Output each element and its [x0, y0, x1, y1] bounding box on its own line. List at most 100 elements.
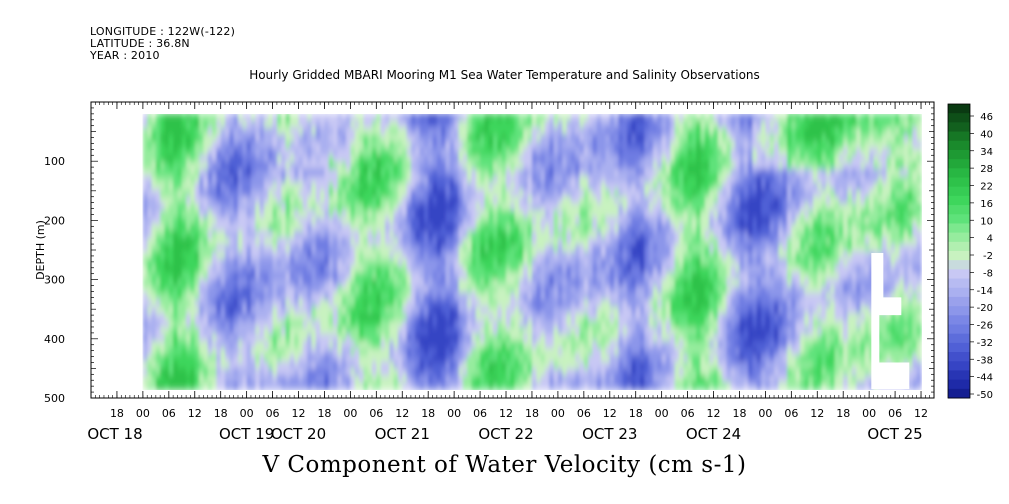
- heatmap-cell: [596, 251, 602, 259]
- heatmap-cell: [397, 175, 403, 184]
- heatmap-cell: [553, 354, 559, 363]
- heatmap-cell: [410, 320, 416, 328]
- heatmap-cell: [596, 168, 602, 177]
- heatmap-cell: [142, 230, 148, 239]
- heatmap-cell: [328, 120, 334, 129]
- heatmap-cell: [514, 141, 520, 149]
- heatmap-cell: [670, 320, 676, 328]
- heatmap-cell: [242, 223, 248, 232]
- heatmap-cell: [160, 340, 166, 349]
- heatmap-cell: [592, 299, 598, 308]
- heatmap-cell: [341, 217, 347, 225]
- heatmap-cell: [523, 196, 529, 204]
- heatmap-cell: [337, 354, 343, 363]
- heatmap-cell: [177, 251, 183, 259]
- heatmap-cell: [164, 382, 170, 390]
- heatmap-cell: [493, 230, 498, 239]
- heatmap-cell: [177, 182, 183, 191]
- heatmap-cell: [605, 306, 611, 315]
- heatmap-cell: [609, 285, 615, 294]
- heatmap-cell: [320, 354, 326, 363]
- heatmap-cell: [216, 382, 222, 390]
- heatmap-cell: [237, 210, 243, 218]
- heatmap-cell: [263, 203, 269, 211]
- heatmap-cell: [657, 196, 663, 204]
- heatmap-cell: [588, 168, 594, 177]
- heatmap-cell: [640, 189, 645, 198]
- heatmap-cell: [635, 120, 641, 129]
- heatmap-cell: [627, 127, 632, 136]
- heatmap-cell: [415, 354, 421, 363]
- heatmap-cell: [601, 182, 607, 191]
- heatmap-cell: [151, 155, 157, 163]
- heatmap-cell: [531, 285, 537, 294]
- heatmap-cell: [657, 237, 663, 246]
- heatmap-cell: [570, 182, 576, 191]
- heatmap-cell: [488, 230, 494, 239]
- heatmap-cell: [549, 210, 555, 218]
- heatmap-cell: [160, 320, 166, 328]
- heatmap-cell: [160, 334, 166, 342]
- heatmap-cell: [307, 175, 313, 184]
- heatmap-cell: [441, 258, 447, 266]
- heatmap-cell: [488, 141, 494, 149]
- heatmap-cell: [493, 244, 498, 253]
- heatmap-cell: [367, 265, 373, 273]
- heatmap-cell: [428, 237, 434, 246]
- heatmap-cell: [186, 265, 192, 273]
- heatmap-cell: [454, 382, 460, 390]
- heatmap-cell: [315, 134, 321, 142]
- heatmap-cell: [501, 382, 507, 390]
- heatmap-cell: [553, 134, 559, 142]
- heatmap-cell: [393, 162, 399, 170]
- heatmap-cell: [458, 168, 464, 177]
- heatmap-cell: [320, 162, 326, 170]
- heatmap-cell: [255, 320, 261, 328]
- heatmap-cell: [575, 258, 581, 266]
- heatmap-cell: [493, 347, 498, 356]
- heatmap-cell: [281, 120, 287, 129]
- heatmap-cell: [372, 155, 377, 163]
- heatmap-cell: [272, 223, 278, 232]
- heatmap-cell: [380, 272, 386, 280]
- heatmap-cell: [523, 148, 529, 156]
- heatmap-cell: [289, 114, 295, 122]
- heatmap-cell: [506, 347, 511, 356]
- heatmap-cell: [475, 196, 481, 204]
- heatmap-cell: [553, 168, 559, 177]
- heatmap-cell: [393, 155, 399, 163]
- heatmap-cell: [142, 292, 148, 301]
- heatmap-cell: [186, 354, 192, 363]
- heatmap-cell: [272, 292, 278, 301]
- heatmap-cell: [181, 230, 187, 239]
- heatmap-cell: [142, 347, 148, 356]
- heatmap-cell: [441, 265, 447, 273]
- heatmap-cell: [467, 162, 473, 170]
- heatmap-cell: [268, 258, 274, 266]
- heatmap-cell: [640, 279, 645, 287]
- heatmap-cell: [493, 272, 498, 280]
- heatmap-cell: [562, 114, 568, 122]
- heatmap-cell: [380, 155, 386, 163]
- heatmap-cell: [186, 175, 192, 184]
- heatmap-cell: [168, 361, 174, 370]
- heatmap-cell: [372, 148, 377, 156]
- heatmap-cell: [471, 210, 477, 218]
- heatmap-cell: [272, 203, 278, 211]
- heatmap-cell: [328, 285, 334, 294]
- heatmap-cell: [155, 320, 161, 328]
- heatmap-cell: [155, 134, 161, 142]
- heatmap-cell: [237, 217, 243, 225]
- heatmap-cell: [536, 127, 542, 136]
- heatmap-cell: [458, 382, 464, 390]
- heatmap-cell: [428, 354, 434, 363]
- heatmap-cell: [142, 175, 148, 184]
- heatmap-cell: [631, 223, 637, 232]
- heatmap-cell: [263, 196, 269, 204]
- heatmap-cell: [627, 210, 632, 218]
- heatmap-cell: [168, 272, 174, 280]
- heatmap-cell: [272, 306, 278, 315]
- heatmap-cell: [627, 196, 632, 204]
- heatmap-cell: [635, 313, 641, 321]
- heatmap-cell: [622, 272, 628, 280]
